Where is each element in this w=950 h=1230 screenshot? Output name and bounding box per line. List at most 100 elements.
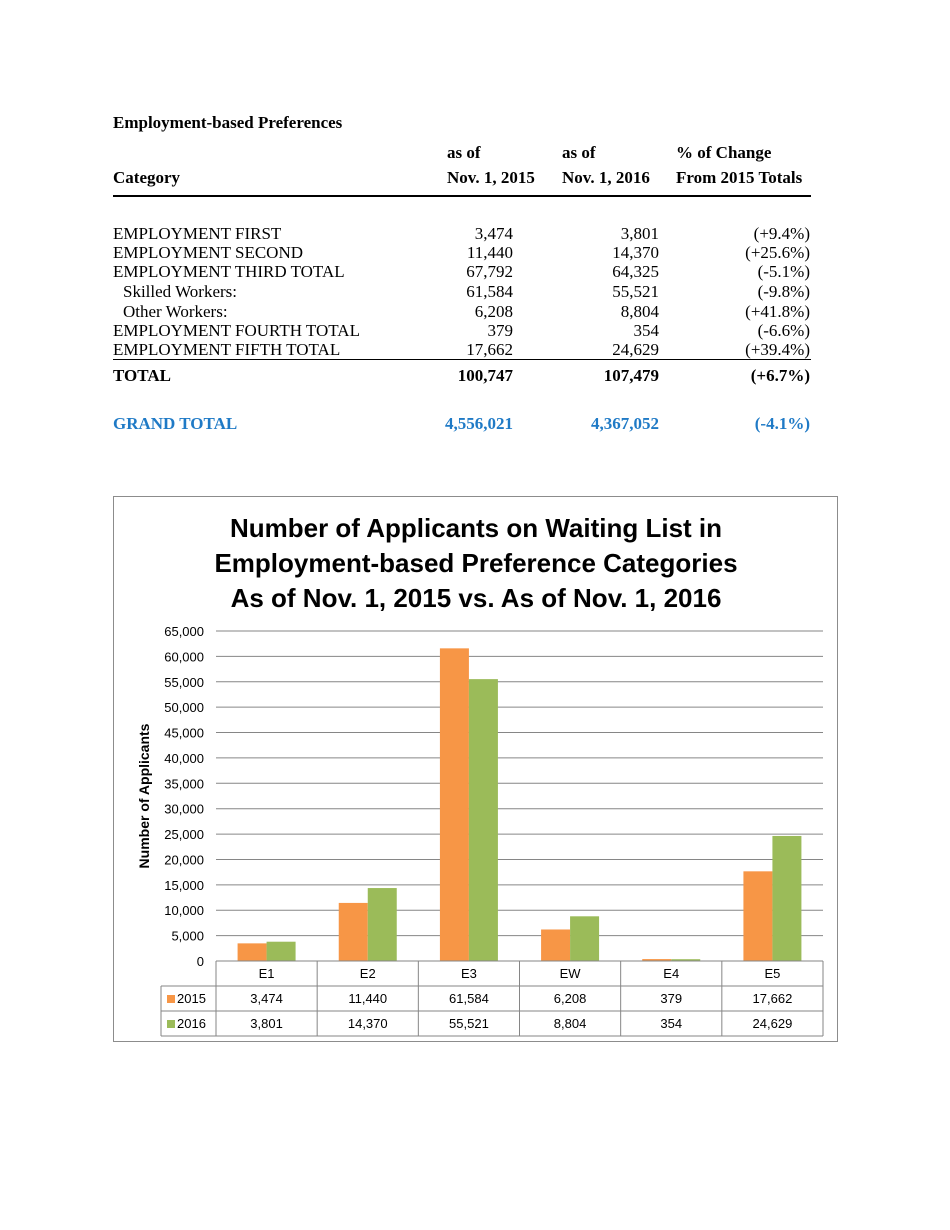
total-rule [113,359,811,360]
legend-label: 2015 [177,991,206,1006]
y-tick-label: 55,000 [164,675,204,690]
data-table-value: 3,801 [250,1016,283,1031]
data-table-value: 379 [660,991,682,1006]
row-category: EMPLOYMENT FOURTH TOTAL [113,321,360,340]
y-tick-label: 30,000 [164,802,204,817]
row-value: 4,367,052 [591,414,659,433]
legend-label: 2016 [177,1016,206,1031]
column-header-line1: as of [447,143,481,162]
row-value: 3,801 [620,224,659,243]
chart-title: Employment-based Preference Categories [214,548,737,578]
y-axis-label: Number of Applicants [136,723,152,868]
bar-2015-E2 [338,902,368,961]
row-value: 67,792 [466,262,513,281]
row-value: 24,629 [612,340,659,359]
data-table-value: 11,440 [348,991,387,1006]
row-value: (-5.1%) [757,262,810,281]
category-label: E2 [360,966,376,981]
y-tick-label: 20,000 [164,852,204,867]
row-category: EMPLOYMENT THIRD TOTAL [113,262,345,281]
column-header-line1: as of [562,143,596,162]
row-category: EMPLOYMENT SECOND [113,243,304,262]
row-value: (+6.7%) [750,366,810,385]
data-table-value: 354 [660,1016,682,1031]
row-category: Skilled Workers: [123,282,238,301]
row-value: 14,370 [612,243,659,262]
row-value: 4,556,021 [445,414,513,433]
legend-swatch-2015 [167,995,175,1003]
chart-container: Number of Applicants on Waiting List in E… [113,496,838,1042]
column-header: From 2015 Totals [676,168,803,187]
document-title: Employment-based Preferences [113,113,343,132]
category-label: E3 [461,966,477,981]
y-tick-label: 15,000 [164,878,204,893]
row-value: 11,440 [466,243,513,262]
bar-2015-E4 [642,959,672,961]
bar-2016-E5 [772,835,802,961]
chart-title: Number of Applicants on Waiting List in [230,513,722,543]
data-table-value: 3,474 [250,991,283,1006]
bar-2016-E1 [266,941,296,961]
y-tick-label: 50,000 [164,700,204,715]
bar-2015-EW [541,929,571,961]
y-tick-label: 60,000 [164,649,204,664]
row-value: 6,208 [474,302,513,321]
row-value: (-9.8%) [757,282,810,301]
row-value: 8,804 [620,302,659,321]
data-table-value: 55,521 [449,1016,489,1031]
data-table-value: 17,662 [753,991,793,1006]
column-header: Nov. 1, 2015 [447,168,535,187]
column-header: Category [113,168,181,187]
bar-2016-EW [570,916,600,961]
data-table-value: 14,370 [348,1016,388,1031]
y-tick-label: 10,000 [164,903,204,918]
y-tick-label: 5,000 [171,929,204,944]
row-category: GRAND TOTAL [113,414,238,433]
row-value: 107,479 [603,366,659,385]
chart-title: As of Nov. 1, 2015 vs. As of Nov. 1, 201… [231,583,722,613]
bar-2016-E4 [671,959,701,961]
row-value: 17,662 [466,340,513,359]
bar-2015-E5 [743,871,773,961]
row-value: 354 [633,321,660,340]
y-tick-label: 35,000 [164,776,204,791]
bar-chart: Number of Applicants on Waiting List in E… [136,513,824,1037]
y-tick-label: 40,000 [164,751,204,766]
column-header: Nov. 1, 2016 [562,168,650,187]
row-value: (+41.8%) [745,302,810,321]
row-value: 100,747 [457,366,513,385]
row-value: (+39.4%) [745,340,810,359]
row-value: (-6.6%) [757,321,810,340]
category-label: E4 [663,966,679,981]
row-value: 64,325 [612,262,659,281]
row-value: 55,521 [612,282,659,301]
bar-2015-E3 [439,648,469,961]
y-tick-label: 25,000 [164,827,204,842]
legend-swatch-2016 [167,1020,175,1028]
data-table-value: 8,804 [554,1016,587,1031]
row-category: TOTAL [113,366,171,385]
y-tick-label: 0 [197,954,204,969]
row-category: Other Workers: [123,302,228,321]
category-label: E5 [764,966,780,981]
category-label: EW [560,966,582,981]
row-category: EMPLOYMENT FIRST [113,224,282,243]
bar-2016-E3 [468,679,498,961]
data-table-value: 6,208 [554,991,587,1006]
row-category: EMPLOYMENT FIFTH TOTAL [113,340,341,359]
row-value: 3,474 [474,224,513,243]
column-header-line1: % of Change [676,143,772,162]
row-value: (+25.6%) [745,243,810,262]
row-value: 61,584 [466,282,513,301]
bar-2015-E1 [237,943,267,961]
row-value: (+9.4%) [753,224,810,243]
category-label: E1 [259,966,275,981]
y-tick-label: 65,000 [164,624,204,639]
header-rule [113,195,811,197]
row-value: (-4.1%) [754,414,810,433]
y-tick-label: 45,000 [164,726,204,741]
row-value: 379 [487,321,514,340]
data-table-value: 61,584 [449,991,489,1006]
bar-2016-E2 [367,888,397,961]
